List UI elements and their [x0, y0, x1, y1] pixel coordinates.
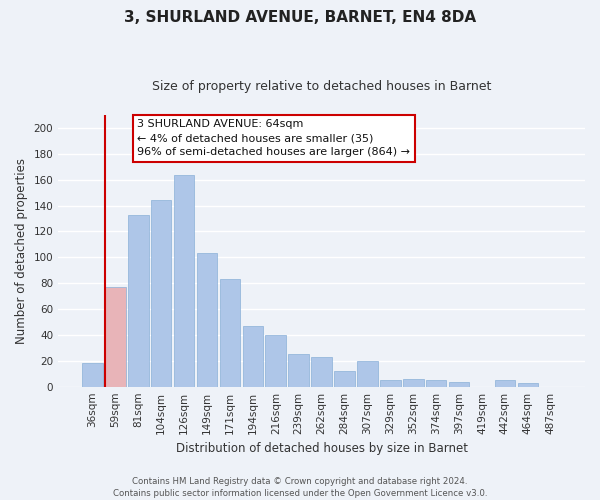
Bar [380, 380, 401, 386]
Bar [494, 380, 515, 386]
Bar [518, 383, 538, 386]
Y-axis label: Number of detached properties: Number of detached properties [15, 158, 28, 344]
Bar [426, 380, 446, 386]
Bar [105, 287, 125, 386]
Bar [334, 371, 355, 386]
X-axis label: Distribution of detached houses by size in Barnet: Distribution of detached houses by size … [176, 442, 467, 455]
Bar [220, 280, 240, 386]
Bar [449, 382, 469, 386]
Text: Contains HM Land Registry data © Crown copyright and database right 2024.
Contai: Contains HM Land Registry data © Crown c… [113, 476, 487, 498]
Bar [289, 354, 309, 386]
Bar [403, 379, 424, 386]
Bar [82, 364, 103, 386]
Bar [197, 254, 217, 386]
Bar [174, 174, 194, 386]
Title: Size of property relative to detached houses in Barnet: Size of property relative to detached ho… [152, 80, 491, 93]
Text: 3 SHURLAND AVENUE: 64sqm
← 4% of detached houses are smaller (35)
96% of semi-de: 3 SHURLAND AVENUE: 64sqm ← 4% of detache… [137, 119, 410, 157]
Bar [242, 326, 263, 386]
Bar [128, 214, 149, 386]
Bar [311, 357, 332, 386]
Bar [151, 200, 172, 386]
Text: 3, SHURLAND AVENUE, BARNET, EN4 8DA: 3, SHURLAND AVENUE, BARNET, EN4 8DA [124, 10, 476, 25]
Bar [357, 361, 378, 386]
Bar [265, 335, 286, 386]
